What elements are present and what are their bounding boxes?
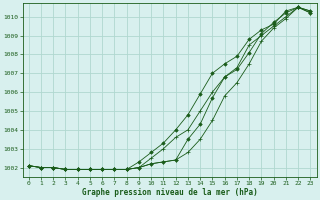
X-axis label: Graphe pression niveau de la mer (hPa): Graphe pression niveau de la mer (hPa) xyxy=(82,188,258,197)
